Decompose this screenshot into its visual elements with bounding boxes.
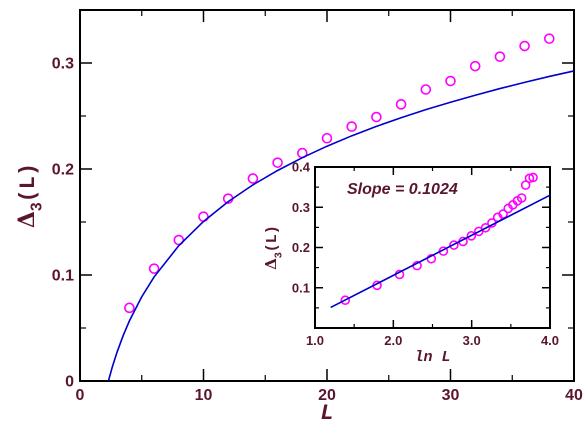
main-data-point [395,99,407,110]
inset-y-tick-label: 0.4 [292,160,311,175]
inset-x-tick-label: 3.0 [463,333,481,348]
inset-slope-annotation: Slope = 0.1024 [347,181,458,198]
inset-data-point [516,193,527,203]
inset-data-point [449,240,459,250]
inset-x-tick-label: 4.0 [541,333,559,348]
main-plot: 0 10 20 30 40 0 0.1 0.2 0.3 L Δ3(L) [14,9,583,424]
main-data-point [247,173,259,184]
main-data-point [148,263,160,274]
inset-x-axis-title: ln L [414,349,450,366]
inset-x-tick-label: 2.0 [384,333,402,348]
main-data-point [272,157,283,168]
inset-y-tick-label: 0.1 [292,280,310,295]
main-y-tick-label: 0.1 [52,268,74,285]
main-data-point [173,234,185,246]
main-x-tick-label: 0 [76,387,85,404]
inset-data-point [480,222,491,233]
main-x-tick-label: 40 [565,387,583,404]
main-x-tick-label: 30 [442,387,460,404]
main-data-point [445,75,456,87]
inset-data-point [498,209,508,219]
inset-data-point [466,231,477,241]
main-data-point [519,40,530,52]
main-x-tick-label: 10 [195,387,213,404]
main-y-tick-label: 0.2 [52,162,74,179]
main-y-tick-label: 0 [65,374,74,391]
inset-data-point [528,172,538,183]
main-y-axis-title: Δ3(L) [14,163,46,228]
main-y-tick-label: 0.3 [52,56,74,73]
main-data-point [124,302,135,314]
main-x-axis-title: L [320,401,333,424]
main-data-point [494,51,506,62]
main-data-point [469,60,481,72]
inset-x-tick-label: 1.0 [306,333,324,348]
main-data-point [420,84,432,95]
main-data-point [321,132,333,144]
inset-y-tick-label: 0.2 [292,240,310,255]
inset-y-tick-label: 0.3 [292,200,310,215]
main-fit-line [107,70,575,382]
main-data-point [543,33,555,44]
inset-fit-line [330,194,551,309]
inset-data-point [524,173,535,184]
inset-y-axis-title: Δ3(L) [262,225,284,270]
inset-plot: 1.0 2.0 3.0 4.0 0.1 0.2 0.3 0.4 ln L Δ3(L) Slope =… [262,160,559,366]
main-data-point [346,121,358,132]
inset-data-point [340,295,351,306]
main-data-point [371,111,382,123]
main-x-tick-label: 20 [318,387,336,404]
